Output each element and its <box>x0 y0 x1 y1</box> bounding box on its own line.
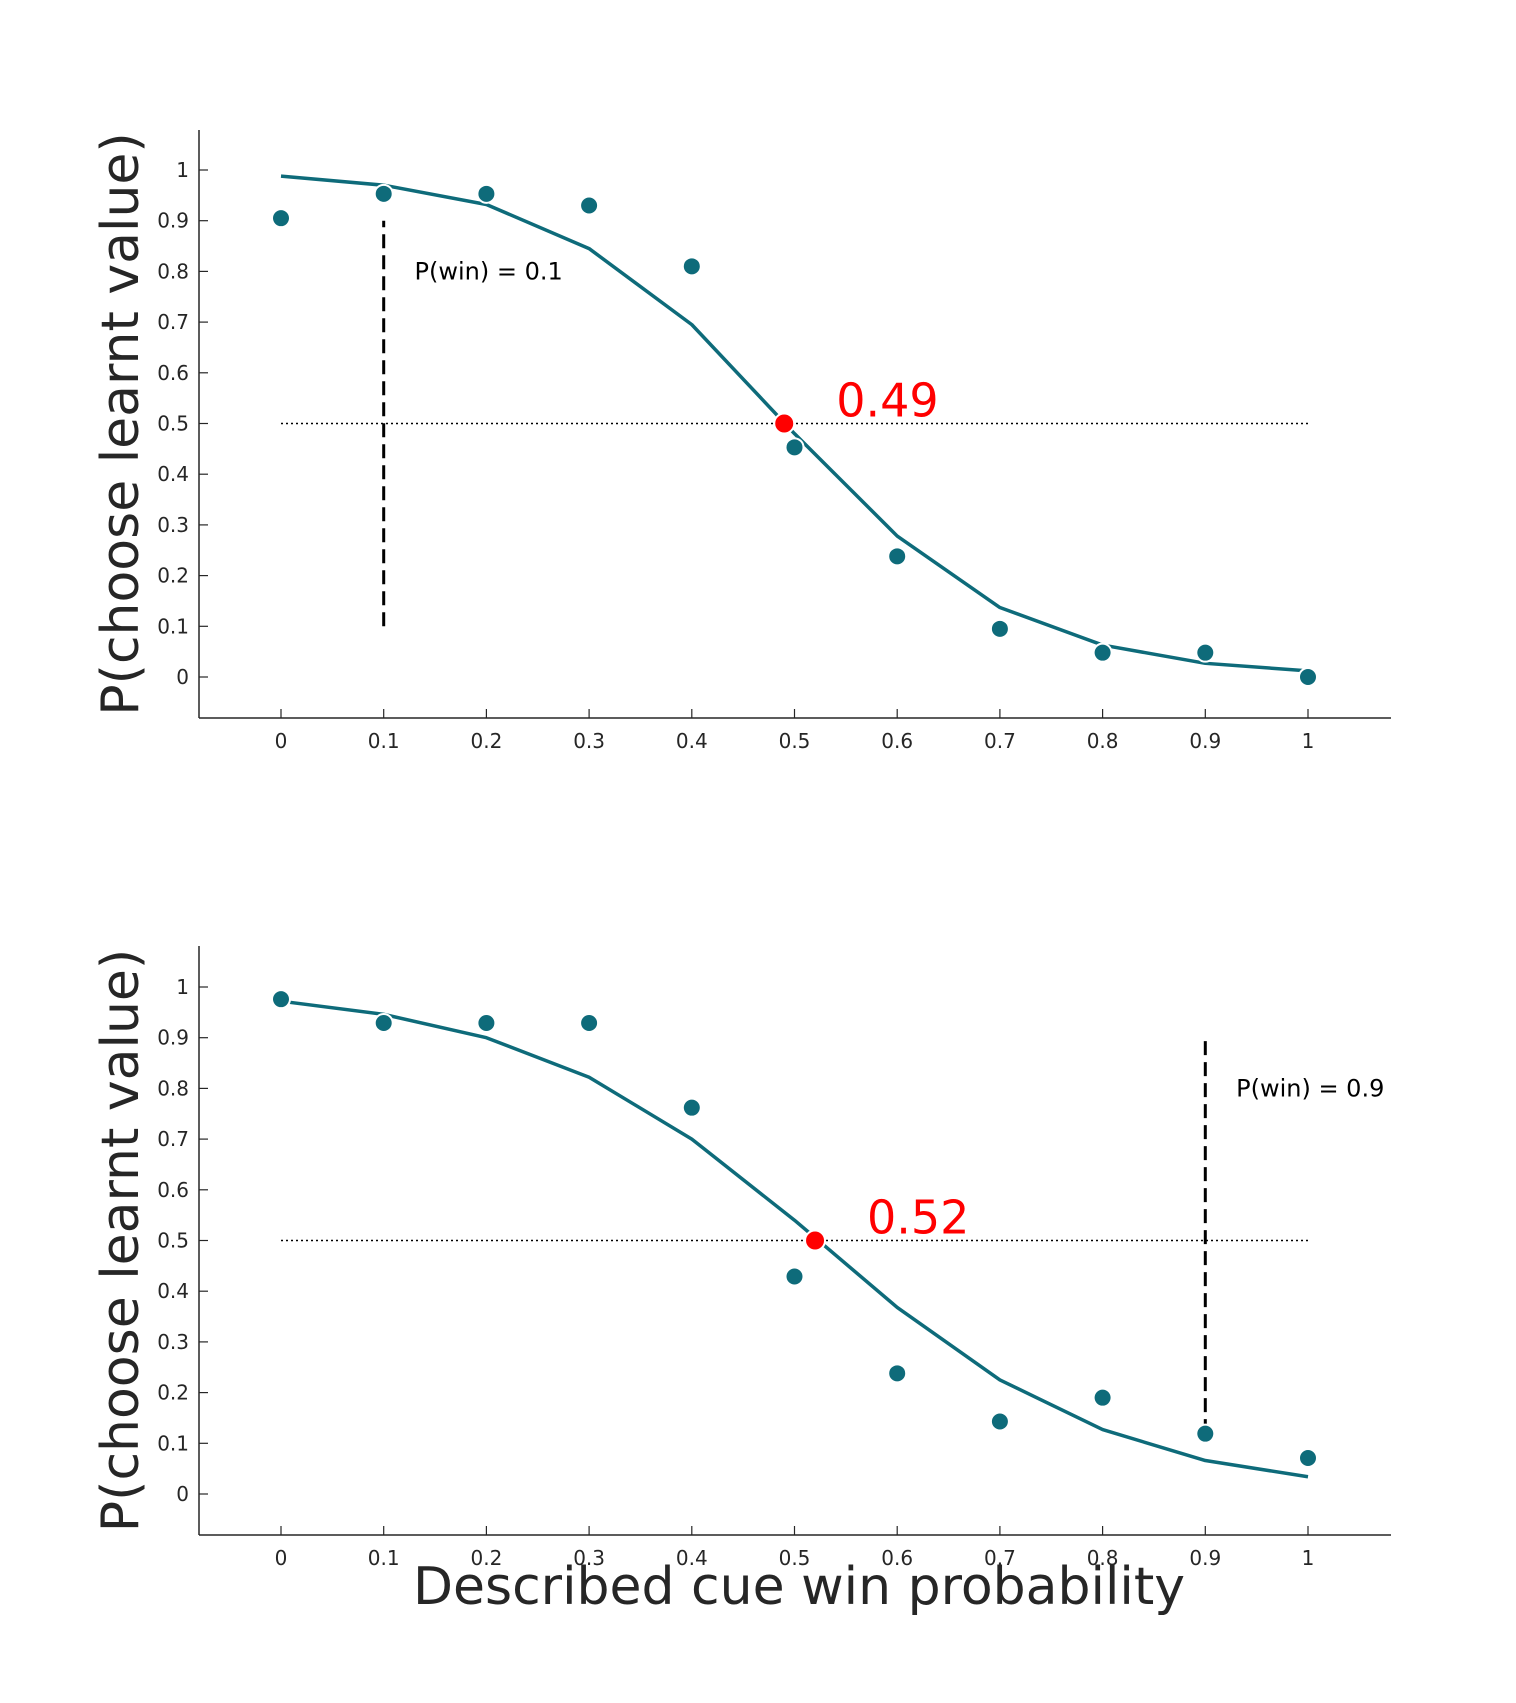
data-point <box>1195 1423 1216 1444</box>
x-tick-label: 0.9 <box>1189 729 1221 753</box>
x-tick-label: 0.2 <box>470 1546 502 1570</box>
data-point <box>1298 1448 1318 1469</box>
x-tick-label: 0.7 <box>984 729 1016 753</box>
y-tick-label: 0.7 <box>157 310 189 334</box>
x-tick-label: 0 <box>275 729 288 753</box>
y-tick-label: 0.8 <box>157 259 189 283</box>
x-axis-label: Described cue win probability <box>413 1557 1185 1617</box>
bottom-chart-panel: 0 0.1 0.2 0.3 0.4 0.5 0.6 0.7 0.8 0.9 1 0 0.1 0.2 0.3 0… <box>91 946 1391 1617</box>
x-tick-label: 0.5 <box>779 729 811 753</box>
x-tick-label: 0.4 <box>676 1546 708 1570</box>
x-tick-label: 0.6 <box>881 729 913 753</box>
y-tick-label: 0.3 <box>157 1330 189 1354</box>
x-tick-label: 1 <box>1302 1546 1315 1570</box>
data-point <box>887 1363 908 1384</box>
annotation-label: P(win) = 0.9 <box>1236 1074 1384 1102</box>
x-tick-label: 0.9 <box>1189 1546 1221 1570</box>
x-tick-label: 0.2 <box>470 729 502 753</box>
y-tick-label: 0.9 <box>157 209 189 233</box>
data-point <box>1092 642 1113 663</box>
y-tick-label: 0.3 <box>157 513 189 537</box>
data-point <box>373 183 394 204</box>
x-tick-label: 0.7 <box>984 1546 1016 1570</box>
y-axis-label: P(choose learnt value) <box>91 949 151 1532</box>
y-tick-label: 0.1 <box>157 614 189 638</box>
data-point <box>476 1012 497 1033</box>
x-tick-label: 0.1 <box>368 729 400 753</box>
data-point <box>271 208 291 229</box>
data-point <box>784 437 805 458</box>
data-point <box>887 546 908 567</box>
x-tick-label: 0 <box>275 1546 288 1570</box>
data-point <box>271 989 291 1010</box>
pse-value-label: 0.49 <box>836 374 938 428</box>
y-tick-label: 0.6 <box>157 1178 189 1202</box>
data-point <box>579 195 600 216</box>
y-tick-label: 0.8 <box>157 1076 189 1100</box>
y-tick-label: 0.5 <box>157 412 189 436</box>
y-tick-label: 0.4 <box>157 1279 189 1303</box>
x-tick-label: 1 <box>1302 729 1315 753</box>
y-tick-label: 0.2 <box>157 564 189 588</box>
annotation-label: P(win) = 0.1 <box>415 257 563 285</box>
y-tick-label: 0.7 <box>157 1127 189 1151</box>
top-chart-panel: 0 0.1 0.2 0.3 0.4 0.5 0.6 0.7 0.8 0.9 1 0 0.1 0.2 0.3 0… <box>91 130 1391 753</box>
x-tick-label: 0.3 <box>573 1546 605 1570</box>
y-tick-label: 0.5 <box>157 1229 189 1253</box>
data-point <box>681 1097 702 1118</box>
y-tick-label: 0 <box>176 665 189 689</box>
y-tick-label: 0.2 <box>157 1381 189 1405</box>
x-tick-label: 0.8 <box>1087 729 1119 753</box>
data-point <box>579 1012 600 1033</box>
y-tick-label: 0 <box>176 1482 189 1506</box>
x-tick-label: 0.6 <box>881 1546 913 1570</box>
data-point <box>373 1012 394 1033</box>
fit-curve <box>280 174 1309 673</box>
data-point <box>989 618 1010 639</box>
data-point <box>1195 642 1216 663</box>
x-tick-label: 0.5 <box>779 1546 811 1570</box>
y-tick-label: 0.6 <box>157 361 189 385</box>
y-tick-label: 1 <box>176 975 189 999</box>
x-tick-label: 0.8 <box>1087 1546 1119 1570</box>
y-tick-label: 0.9 <box>157 1026 189 1050</box>
data-point <box>1092 1387 1113 1408</box>
y-tick-label: 0.1 <box>157 1431 189 1455</box>
x-tick-label: 0.4 <box>676 729 708 753</box>
data-point <box>784 1266 805 1287</box>
pse-value-label: 0.52 <box>867 1191 969 1245</box>
fit-curve <box>280 999 1309 1479</box>
y-tick-label: 0.4 <box>157 462 189 486</box>
data-point <box>989 1411 1010 1432</box>
pse-point <box>773 412 796 435</box>
y-tick-label: 1 <box>176 158 189 182</box>
data-point <box>681 256 702 277</box>
data-point <box>1298 667 1318 687</box>
y-axis-label: P(choose learnt value) <box>91 132 151 715</box>
x-tick-label: 0.1 <box>368 1546 400 1570</box>
pse-point <box>804 1229 827 1252</box>
x-tick-label: 0.3 <box>573 729 605 753</box>
data-point <box>476 183 497 204</box>
